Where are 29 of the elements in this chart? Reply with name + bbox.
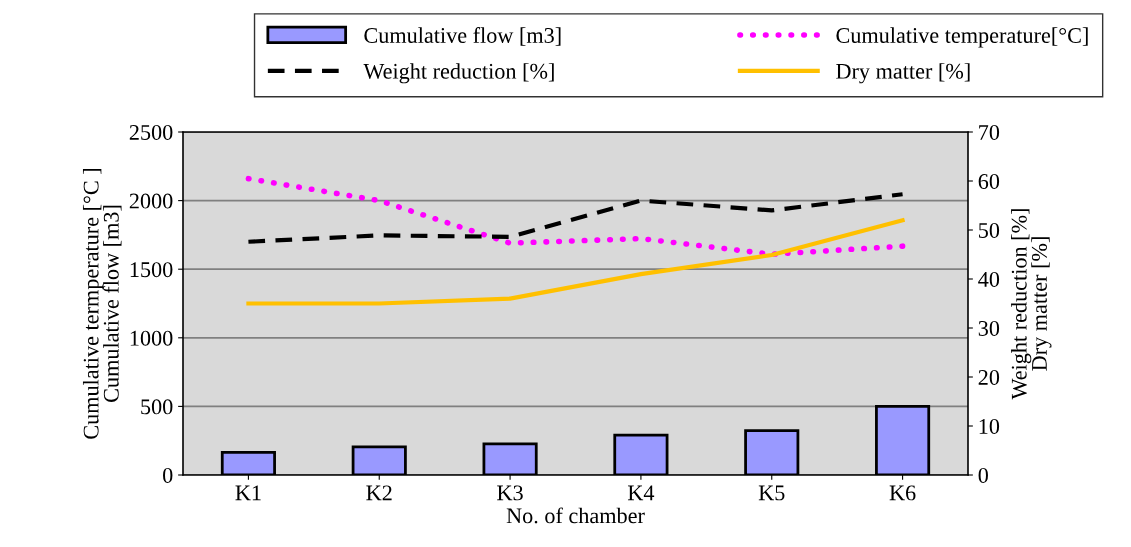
y2-tick-label: 60 xyxy=(978,173,1000,189)
y-axis-title: Cumulative termperature [°C ] Cumulative flow [m3] xyxy=(82,168,122,439)
x-tick-label: K1 xyxy=(235,485,261,501)
x-tick-label: K5 xyxy=(758,485,785,501)
line-series xyxy=(246,218,905,306)
y2-tick-label: 10 xyxy=(979,418,1000,434)
y2-tick-label: 20 xyxy=(978,369,1000,385)
y2-tick-label: 70 xyxy=(979,124,1000,140)
y-tick-label: 500 xyxy=(141,399,173,415)
line-series xyxy=(246,192,905,244)
y-tick-label: 2000 xyxy=(129,193,173,209)
y2-tick-label: 50 xyxy=(979,222,1000,238)
legend-label: Dry matter [%] xyxy=(836,63,970,84)
y-tick-label: 2500 xyxy=(129,124,173,140)
y2-axis-title: Weight reduction [%] Dry matter [%] xyxy=(1011,209,1052,400)
y-tick-label: 1000 xyxy=(130,330,173,346)
y2-tick-label: 0 xyxy=(978,467,988,483)
x-tick-label: K4 xyxy=(627,485,655,501)
legend-label: Cumulative temperature[°C] xyxy=(836,27,1088,48)
x-tick-label: K2 xyxy=(366,485,392,501)
y-tick-label: 0 xyxy=(163,467,173,483)
legend-label: Weight reduction [%] xyxy=(363,63,554,84)
x-tick-label: K6 xyxy=(889,485,916,501)
legend-label: Cumulative flow [m3] xyxy=(364,27,561,46)
y2-tick-label: 30 xyxy=(978,320,1000,336)
y2-tick-label: 40 xyxy=(978,271,1000,287)
y-tick-label: 1500 xyxy=(130,262,173,278)
x-axis-title: No. of chamber xyxy=(506,507,645,524)
x-tick-label: K3 xyxy=(497,485,523,501)
